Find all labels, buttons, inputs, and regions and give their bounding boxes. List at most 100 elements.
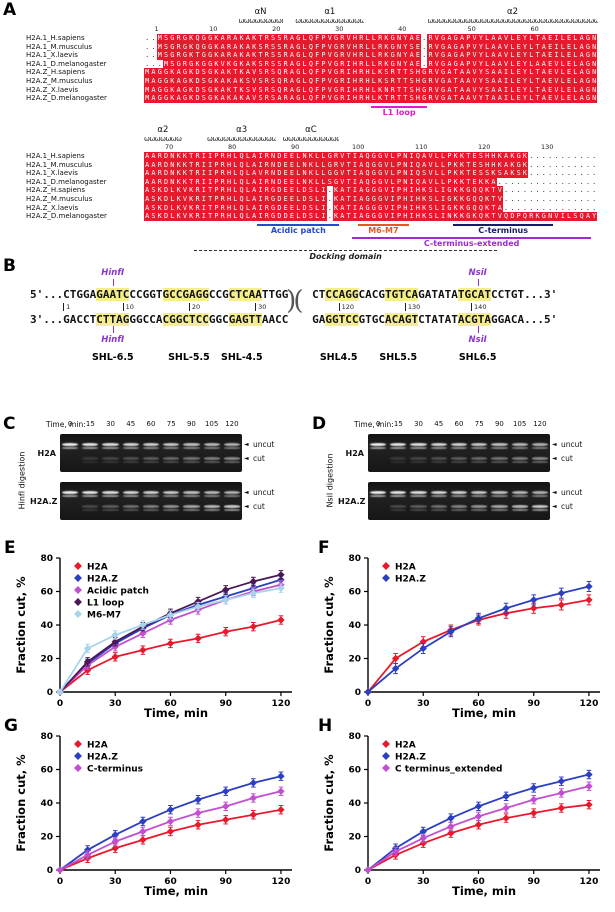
leg: H2A.Z — [395, 753, 426, 763]
ac: T — [206, 186, 214, 195]
rect — [74, 586, 82, 594]
ruler-number: 10 — [209, 25, 218, 33]
tick: 90 — [219, 877, 232, 887]
ac: . — [529, 169, 534, 178]
axlab: Time, min — [144, 706, 208, 720]
alignment-block: αNωωωωωωωωωωα1ωωωωωωωωωωωωωωωωα2ωωωωωωωω… — [26, 8, 612, 158]
left-arrow-icon: ◄ — [552, 441, 557, 448]
ac: E — [547, 85, 554, 95]
uncut-band — [450, 491, 468, 495]
ac: S — [276, 59, 283, 69]
ac: S — [276, 51, 283, 60]
ac: E — [515, 68, 522, 77]
ac: P — [213, 169, 220, 178]
ac: T — [465, 160, 472, 170]
ac: P — [395, 203, 403, 213]
ac: K — [452, 203, 459, 213]
ac: S — [383, 68, 390, 77]
cut-band — [223, 457, 240, 460]
ac: H — [414, 77, 422, 86]
cut-band — [410, 505, 427, 508]
ac: G — [181, 77, 189, 86]
span: GA — [312, 313, 326, 326]
ac: . — [504, 203, 509, 212]
ac: Q — [578, 212, 585, 221]
ac: T — [232, 85, 239, 95]
ac: P — [446, 152, 453, 161]
ac: E — [288, 160, 296, 170]
ac: K — [225, 94, 233, 103]
ac: K — [238, 59, 245, 69]
ac: K — [521, 169, 529, 178]
ac: . — [535, 177, 540, 186]
ac: G — [295, 77, 302, 86]
ac: L — [295, 152, 302, 161]
ac: . — [535, 169, 540, 178]
ac: S — [572, 212, 579, 221]
ac: V — [345, 34, 352, 43]
rect — [74, 610, 82, 618]
ac: K — [251, 42, 258, 52]
ac: P — [320, 94, 327, 103]
ac: I — [200, 169, 207, 178]
ac: V — [339, 160, 346, 170]
ac: L — [509, 85, 516, 95]
ac: L — [370, 51, 377, 60]
ac: R — [282, 51, 289, 60]
ac: L — [314, 160, 321, 170]
ac: G — [452, 34, 459, 43]
ac: L — [433, 160, 440, 170]
ac: R — [263, 177, 270, 187]
ac: V — [181, 195, 189, 204]
ac: G — [376, 177, 384, 187]
axlab: Time, min — [144, 884, 208, 898]
ac: T — [206, 203, 214, 213]
ac: . — [554, 169, 559, 178]
ac: G — [515, 160, 522, 170]
ac: I — [351, 177, 359, 187]
ac: K — [458, 169, 466, 178]
cut-band — [122, 457, 139, 460]
ac: L — [559, 42, 566, 52]
ac: I — [408, 169, 415, 178]
ac: I — [439, 203, 447, 213]
helix-label: α2 — [157, 125, 169, 135]
span: GGACA — [491, 313, 525, 326]
ac: H — [414, 94, 422, 103]
ac: L — [314, 195, 321, 204]
cut-band — [531, 509, 548, 511]
ac: R — [427, 94, 434, 103]
ac: I — [389, 186, 396, 195]
ac: S — [257, 85, 264, 95]
ac: T — [383, 94, 390, 103]
ac: R — [219, 169, 226, 178]
ac: V — [383, 195, 390, 204]
ac: N — [301, 160, 308, 170]
ac: G — [206, 68, 214, 77]
ac: G — [439, 59, 447, 69]
ac: K — [421, 195, 428, 204]
span: TTGG — [261, 288, 289, 301]
ac: . — [504, 195, 509, 203]
ac: K — [169, 94, 176, 103]
ac: . — [541, 177, 546, 186]
ac: R — [194, 195, 201, 204]
ac: . — [554, 195, 559, 203]
ac: . — [548, 177, 553, 186]
tick: 0 — [57, 699, 63, 709]
ac: R — [339, 68, 346, 77]
ac: . — [592, 169, 597, 178]
ac: . — [522, 195, 527, 203]
ac: L — [364, 42, 371, 52]
ac: A — [219, 68, 226, 77]
ac: K — [169, 85, 176, 95]
ac: . — [585, 152, 590, 160]
ac: L — [572, 77, 579, 86]
tick: 90 — [527, 699, 540, 709]
ac: V — [433, 68, 440, 77]
ac: A — [578, 77, 585, 86]
ac: R — [194, 160, 201, 170]
ac: N — [395, 34, 403, 43]
ac: A — [458, 68, 466, 77]
